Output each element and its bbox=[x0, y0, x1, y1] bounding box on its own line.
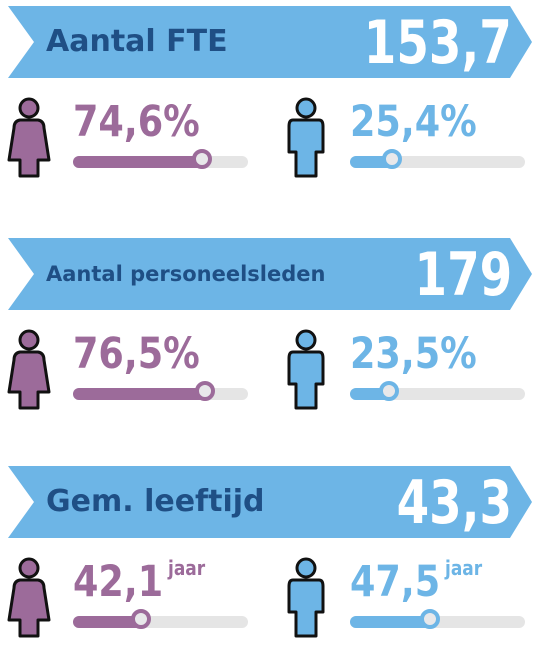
male-person-icon bbox=[287, 97, 325, 178]
staff-female-bar-knob bbox=[194, 381, 215, 401]
age-male-bar-knob bbox=[420, 609, 441, 629]
age-banner: Gem. leeftijd 43,3 bbox=[6, 466, 534, 538]
male-person-icon bbox=[287, 557, 325, 638]
female-person-icon bbox=[7, 557, 51, 638]
age-female-value: 42,1 bbox=[73, 557, 164, 607]
staff-female-stat: 76,5% bbox=[6, 328, 266, 414]
age-value: 43,3 bbox=[396, 468, 512, 538]
staff-value: 179 bbox=[414, 240, 512, 310]
fte-female-bar-fill bbox=[73, 156, 204, 168]
staff-female-percentage: 76,5% bbox=[73, 329, 200, 379]
fte-section: Aantal FTE 153,7 74,6% 25,4% bbox=[0, 0, 539, 190]
banner-arrow-shape bbox=[8, 6, 532, 78]
staff-male-percentage: 23,5% bbox=[350, 329, 477, 379]
staff-male-stat: 23,5% bbox=[283, 328, 539, 414]
fte-title: Aantal FTE bbox=[46, 24, 228, 59]
staff-male-bar bbox=[350, 381, 525, 401]
fte-female-bar-knob bbox=[191, 149, 212, 169]
staff-female-bar bbox=[73, 381, 248, 401]
age-male-value: 47,5 bbox=[350, 557, 441, 607]
fte-male-bar-knob bbox=[382, 149, 403, 169]
staff-banner: Aantal personeelsleden 179 bbox=[6, 238, 534, 310]
fte-banner: Aantal FTE 153,7 bbox=[6, 6, 534, 78]
age-female-bar bbox=[73, 609, 248, 629]
fte-male-stat: 25,4% bbox=[283, 96, 539, 182]
age-male-unit: jaar bbox=[445, 556, 483, 580]
age-female-unit: jaar bbox=[168, 556, 206, 580]
fte-female-bar bbox=[73, 149, 248, 169]
female-person-icon bbox=[7, 97, 51, 178]
male-person-icon bbox=[287, 329, 325, 410]
female-person-icon bbox=[7, 329, 51, 410]
age-section: Gem. leeftijd 43,3 42,1 jaar 47,5 jaar bbox=[0, 460, 539, 650]
staff-male-bar-knob bbox=[379, 381, 400, 401]
fte-male-percentage: 25,4% bbox=[350, 97, 477, 147]
staff-title: Aantal personeelsleden bbox=[46, 262, 326, 286]
staff-female-bar-fill bbox=[73, 388, 207, 400]
fte-male-bar bbox=[350, 149, 525, 169]
age-title: Gem. leeftijd bbox=[46, 484, 265, 519]
age-female-bar-fill bbox=[73, 616, 143, 628]
age-male-stat: 47,5 jaar bbox=[283, 556, 539, 642]
age-female-stat: 42,1 jaar bbox=[6, 556, 266, 642]
age-male-bar bbox=[350, 609, 525, 629]
fte-female-percentage: 74,6% bbox=[73, 97, 200, 147]
age-male-bar-fill bbox=[350, 616, 433, 628]
banner-arrow-shape bbox=[8, 466, 532, 538]
staff-section: Aantal personeelsleden 179 76,5% 23,5% bbox=[0, 232, 539, 422]
banner-arrow-shape bbox=[8, 238, 532, 310]
fte-value: 153,7 bbox=[363, 8, 512, 78]
fte-female-stat: 74,6% bbox=[6, 96, 266, 182]
age-female-bar-knob bbox=[131, 609, 151, 629]
